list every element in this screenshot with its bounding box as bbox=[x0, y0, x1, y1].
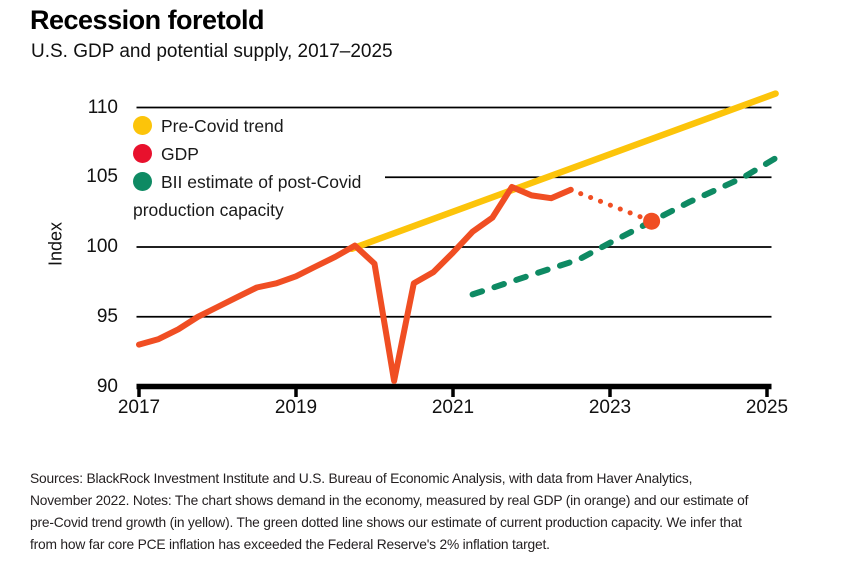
x-tick-label-2019: 2019 bbox=[274, 397, 318, 418]
legend-label-gdp: GDP bbox=[161, 144, 199, 164]
legend-dot-pre-covid-trend bbox=[133, 116, 152, 135]
x-tick-label-2023: 2023 bbox=[588, 397, 632, 418]
y-tick-label-95: 95 bbox=[96, 305, 118, 327]
page-subtitle: U.S. GDP and potential supply, 2017–2025 bbox=[31, 41, 393, 62]
legend-label-bii-estimate: BII estimate of post-Covid production ca… bbox=[133, 172, 362, 220]
source-notes: Sources: BlackRock Investment Institute … bbox=[30, 468, 835, 556]
y-tick-label-90: 90 bbox=[96, 375, 118, 397]
page-title: Recession foretold bbox=[30, 5, 265, 35]
series-bii-estimate-of-post-covid-production-capacity bbox=[469, 154, 780, 298]
source-notes-line-3: pre-Covid trend growth (in yellow). The … bbox=[30, 515, 742, 530]
y-tick-label-110: 110 bbox=[87, 96, 118, 118]
legend-dot-gdp bbox=[133, 144, 152, 163]
gdp-line-chart bbox=[136, 90, 780, 397]
legend-dot-bii-estimate bbox=[133, 172, 152, 191]
x-tick-label-2021: 2021 bbox=[431, 397, 475, 418]
x-tick-label-2017: 2017 bbox=[117, 397, 161, 418]
legend-item-bii-estimate: BII estimate of post-Covid production ca… bbox=[133, 168, 385, 224]
legend-label-pre-covid-trend: Pre-Covid trend bbox=[161, 116, 284, 136]
source-notes-line-4: from how far core PCE inflation has exce… bbox=[30, 537, 550, 552]
series-gdp bbox=[136, 184, 574, 384]
gdp-endpoint-dot bbox=[643, 212, 661, 230]
legend-item-gdp: GDP bbox=[133, 140, 385, 168]
legend-item-pre-covid-trend: Pre-Covid trend bbox=[133, 112, 385, 140]
source-notes-line-2: November 2022. Notes: The chart shows de… bbox=[30, 493, 749, 508]
series-gdp-projection-dotted- bbox=[568, 187, 655, 224]
x-tick-label-2025: 2025 bbox=[745, 397, 789, 418]
y-tick-label-100: 100 bbox=[86, 236, 118, 257]
source-notes-line-1: Sources: BlackRock Investment Institute … bbox=[30, 471, 693, 486]
y-tick-label-105: 105 bbox=[86, 166, 118, 188]
series-pre-covid-trend bbox=[348, 90, 779, 253]
chart-legend: Pre-Covid trend GDP BII estimate of post-C… bbox=[133, 110, 385, 226]
